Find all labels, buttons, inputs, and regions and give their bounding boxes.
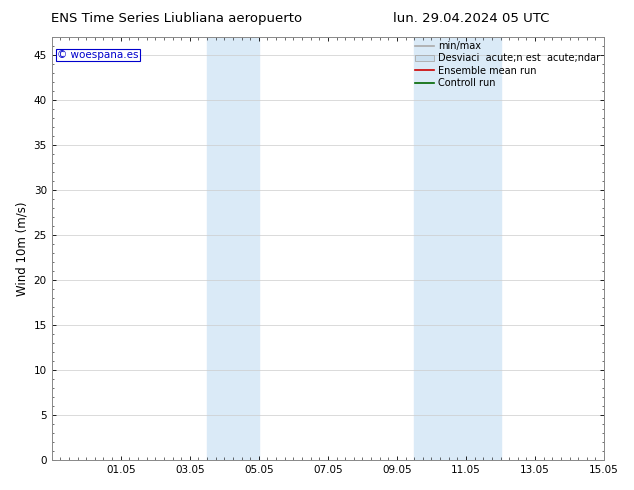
Text: ENS Time Series Liubliana aeropuerto: ENS Time Series Liubliana aeropuerto — [51, 12, 302, 25]
Bar — [207, 37, 259, 460]
Text: © woespana.es: © woespana.es — [57, 50, 139, 60]
Y-axis label: Wind 10m (m/s): Wind 10m (m/s) — [15, 201, 28, 296]
Bar — [414, 37, 500, 460]
Text: lun. 29.04.2024 05 UTC: lun. 29.04.2024 05 UTC — [393, 12, 550, 25]
Legend: min/max, Desviaci  acute;n est  acute;ndar, Ensemble mean run, Controll run: min/max, Desviaci acute;n est acute;ndar… — [413, 39, 602, 90]
